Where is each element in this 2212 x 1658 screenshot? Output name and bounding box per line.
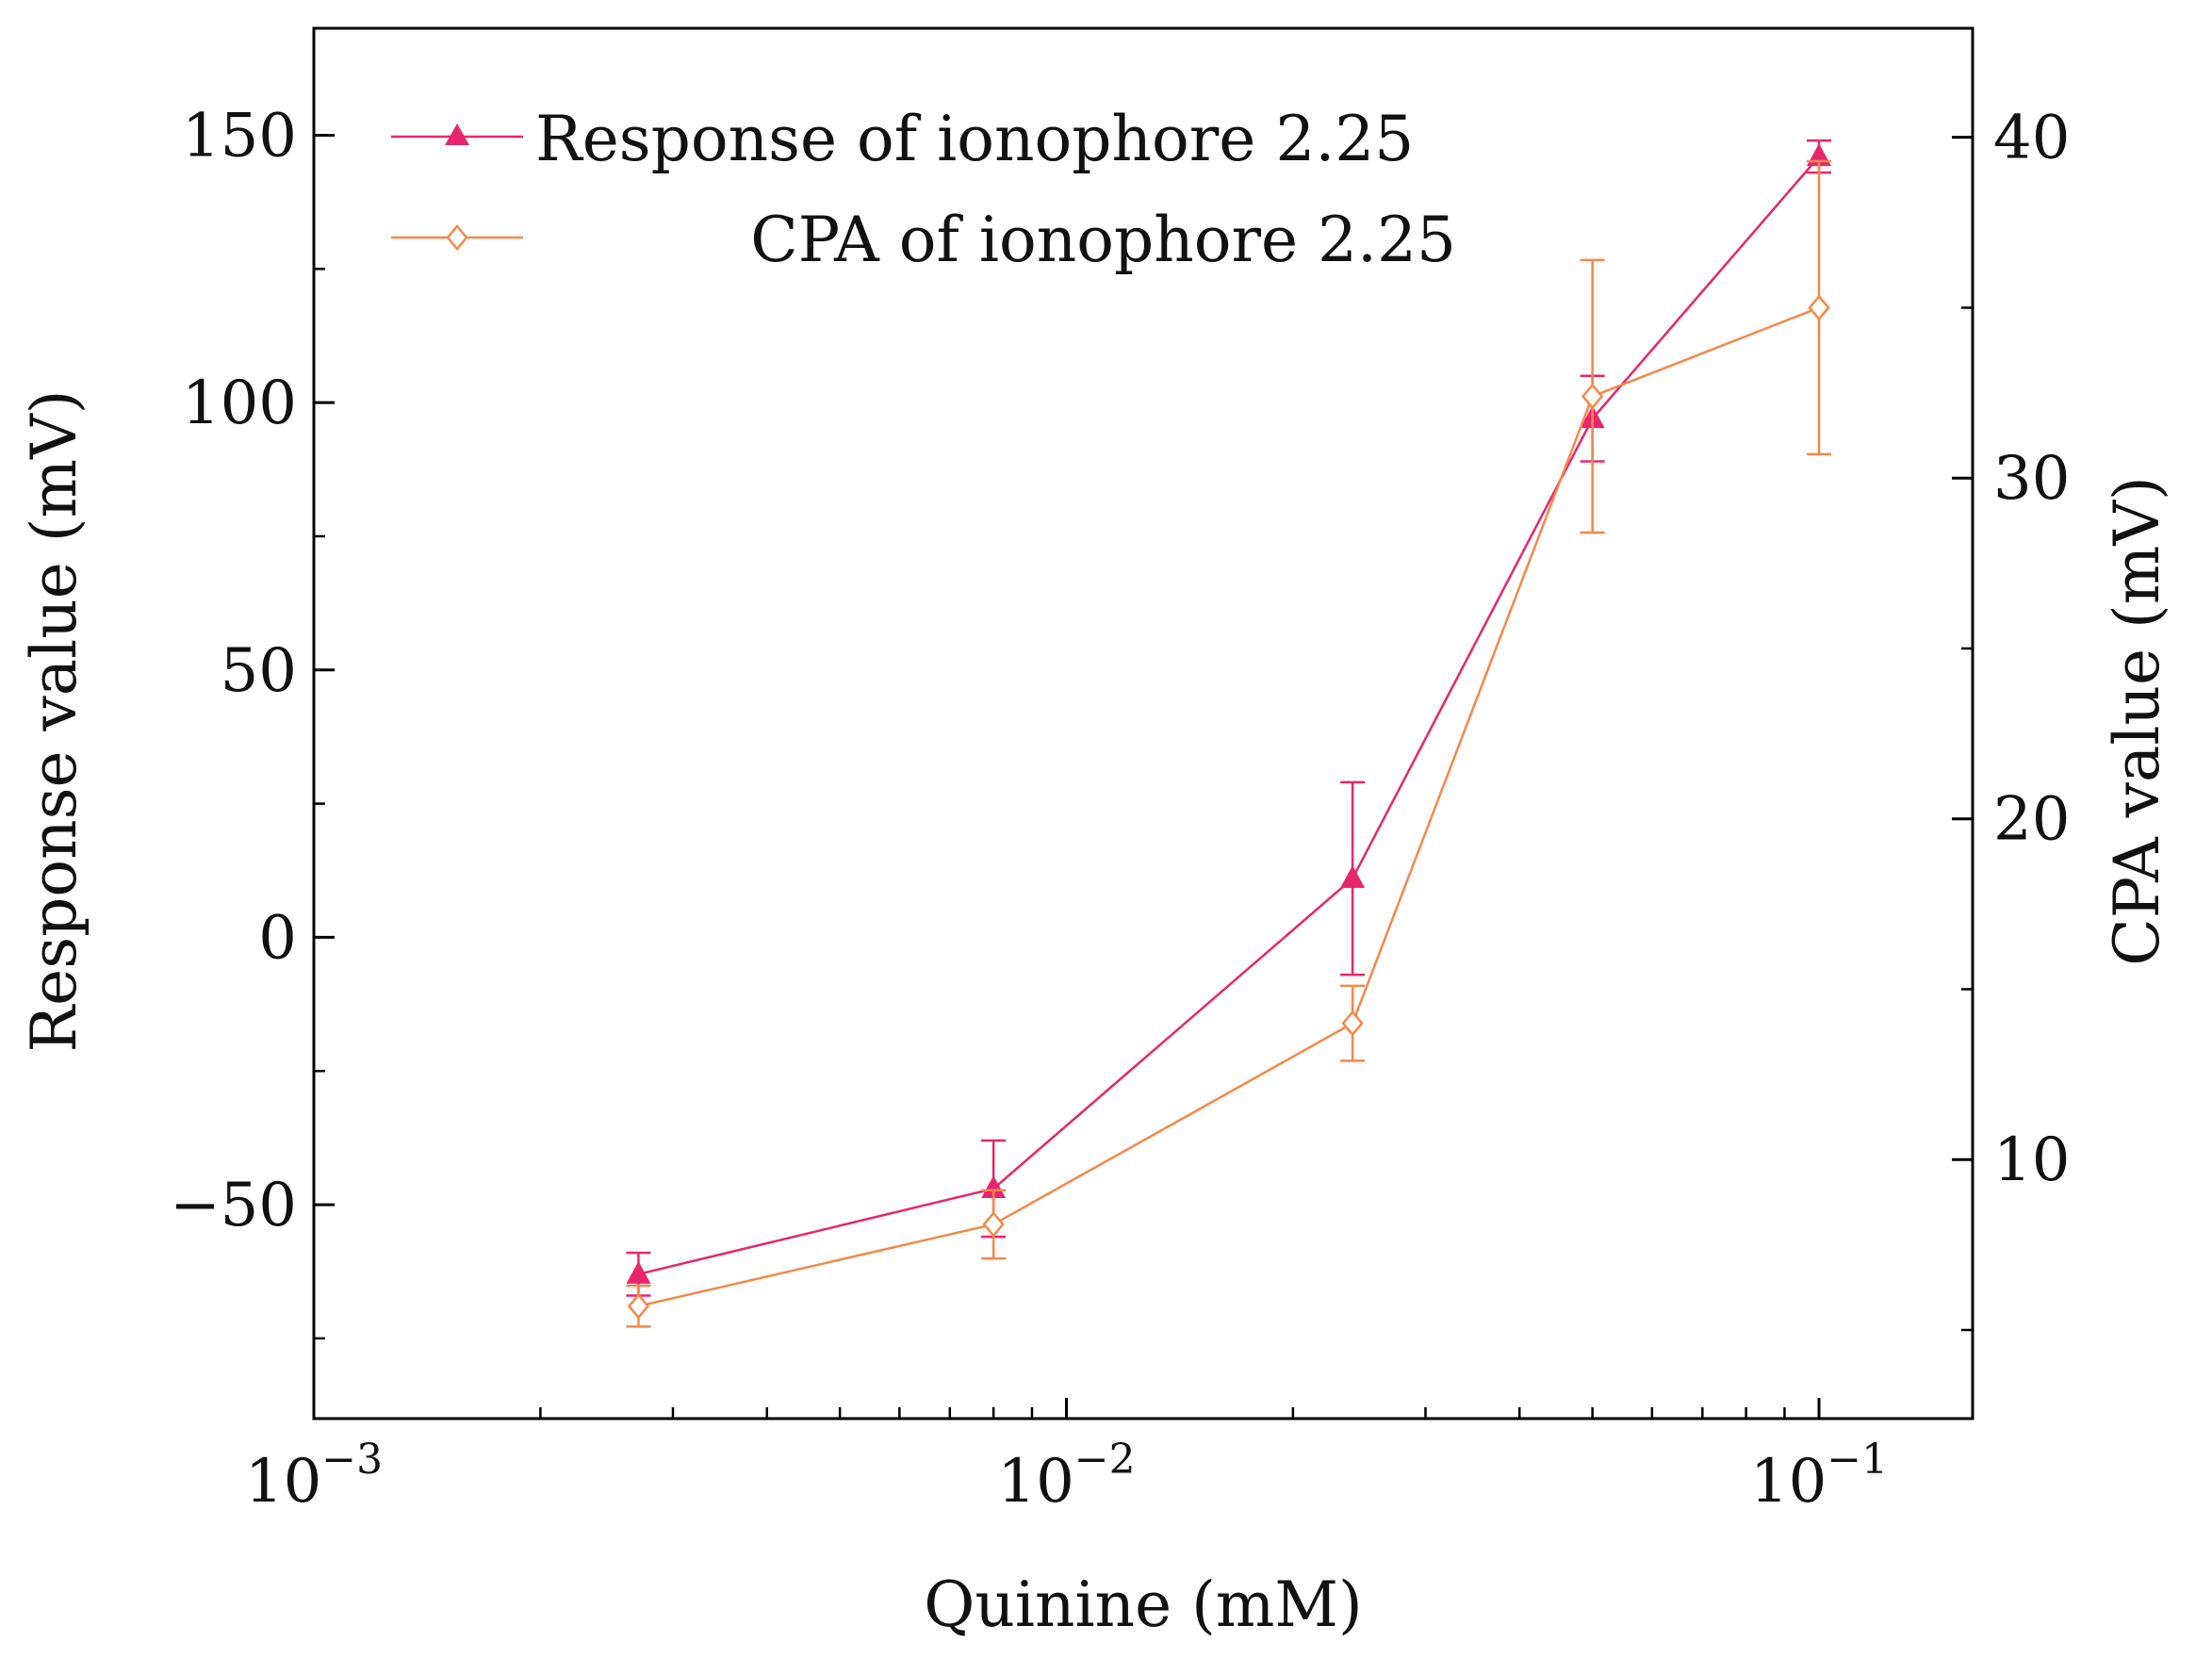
x-tick-label-base: 10 [1750, 1447, 1827, 1517]
x-tick-label: 10−2 [997, 1436, 1135, 1517]
y-right-tick-label: 20 [1993, 785, 2070, 855]
y-right-tick-label: 30 [1993, 444, 2070, 514]
legend-marker-cpa [446, 224, 468, 251]
y-axis-left-title: Response value (mV) [18, 389, 90, 1052]
x-tick-label-exponent: −2 [1074, 1436, 1136, 1484]
legend-label-response: Response of ionophore 2.25 [535, 103, 1414, 175]
x-tick-label: 10−1 [1750, 1436, 1888, 1517]
x-tick-label-exponent: −1 [1827, 1436, 1888, 1484]
x-axis-title: Quinine (mM) [924, 1568, 1363, 1641]
y-axis-right-title: CPA value (mV) [2101, 476, 2173, 966]
data-point-diamond [627, 1292, 650, 1320]
y-left-tick-label: 150 [182, 101, 297, 171]
y-right-tick-label: 40 [1993, 104, 2070, 173]
series-line [638, 306, 1820, 1307]
series-layer [626, 139, 1832, 1328]
data-point-triangle [981, 1175, 1007, 1199]
legend-marker-response [445, 123, 469, 145]
data-point-diamond [1581, 383, 1604, 410]
data-point-diamond [1808, 294, 1830, 321]
y-left-tick-label: −50 [170, 1171, 297, 1240]
data-point-triangle [1340, 865, 1366, 889]
y-right-tick-label: 10 [1993, 1125, 2070, 1195]
x-tick-label: 10−3 [245, 1436, 383, 1517]
y-left-tick-label: 0 [258, 903, 297, 973]
x-tick-label-base: 10 [245, 1447, 321, 1517]
series-response [626, 139, 1832, 1297]
legend: Response of ionophore 2.25 CPA of ionoph… [391, 103, 1456, 276]
x-tick-label-base: 10 [997, 1447, 1073, 1517]
series-line [638, 156, 1820, 1276]
data-point-diamond [1341, 1010, 1364, 1037]
y-left-tick-label: 50 [221, 636, 297, 706]
data-point-diamond [982, 1210, 1005, 1238]
x-tick-label-exponent: −3 [321, 1436, 383, 1484]
legend-label-cpa: CPA of ionophore 2.25 [750, 204, 1456, 276]
y-left-tick-label: 100 [182, 369, 297, 438]
data-point-triangle [626, 1260, 651, 1284]
series-cpa [626, 159, 1832, 1328]
plot-frame [312, 26, 1974, 1420]
